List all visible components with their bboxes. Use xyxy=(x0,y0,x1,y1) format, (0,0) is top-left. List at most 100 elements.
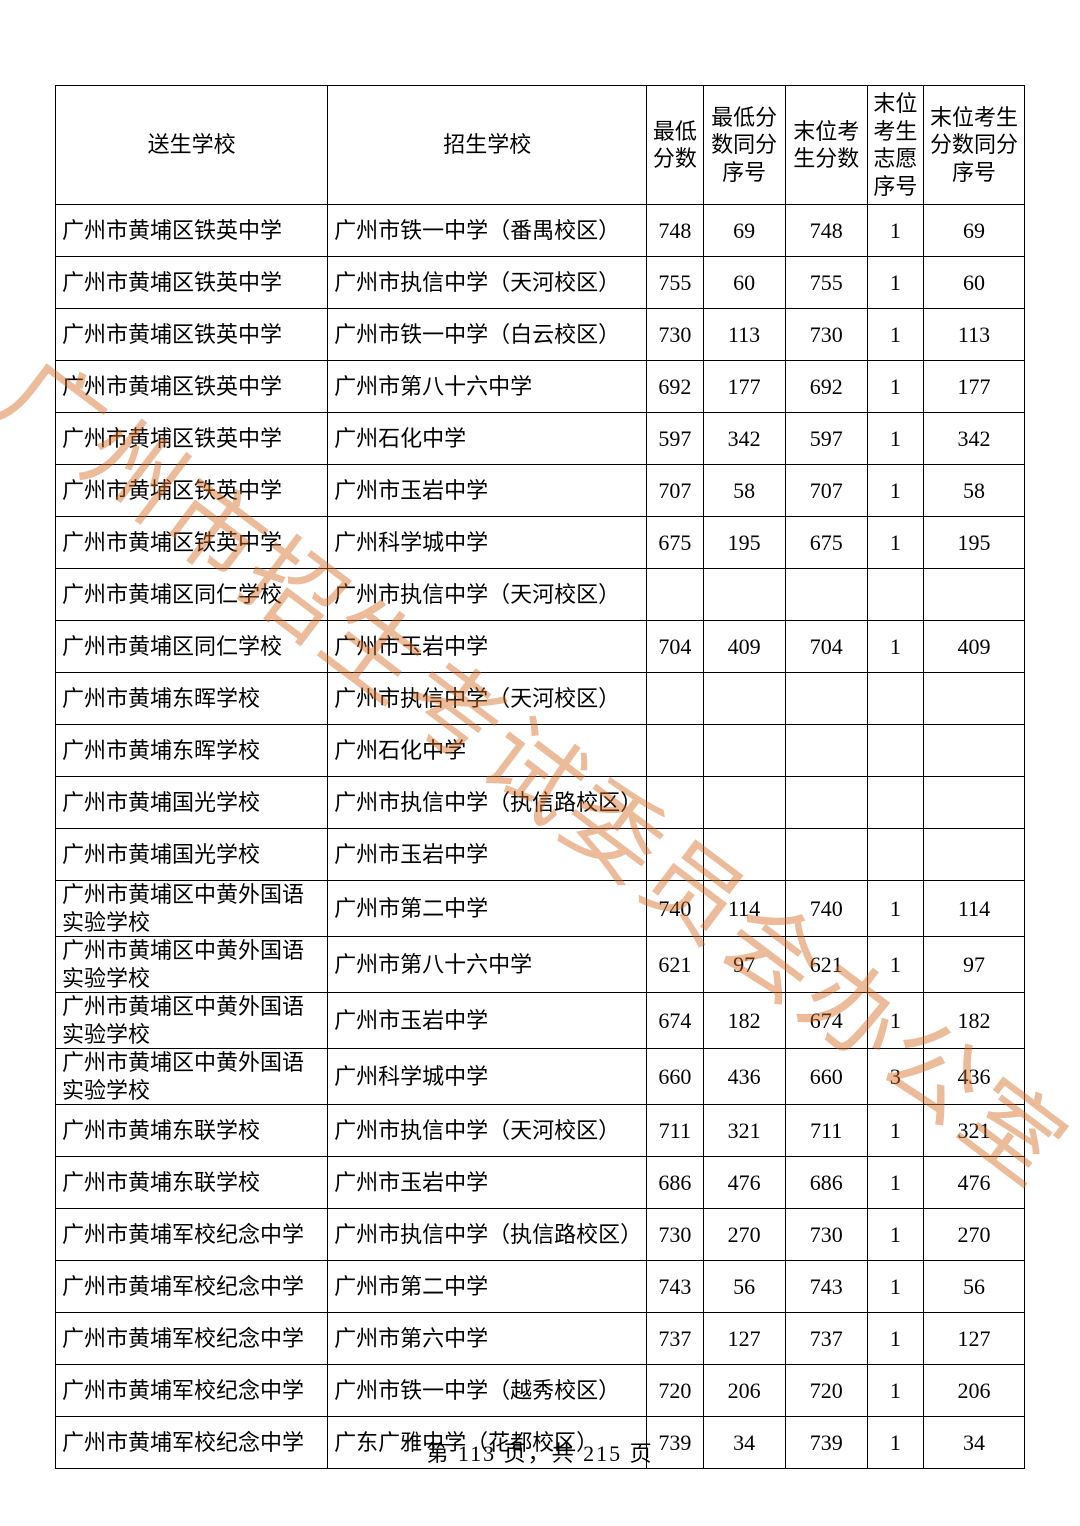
table-cell: 748 xyxy=(647,205,703,257)
table-cell: 436 xyxy=(703,1049,785,1105)
table-cell: 1 xyxy=(867,361,923,413)
table-cell: 409 xyxy=(924,621,1025,673)
table-cell: 476 xyxy=(924,1157,1025,1209)
table-cell: 1 xyxy=(867,1157,923,1209)
table-cell: 广州市黄埔军校纪念中学 xyxy=(56,1365,328,1417)
table-cell: 广州科学城中学 xyxy=(328,1049,647,1105)
table-cell: 广州市黄埔国光学校 xyxy=(56,829,328,881)
table-cell: 广州市黄埔东联学校 xyxy=(56,1157,328,1209)
table-cell: 195 xyxy=(703,517,785,569)
col-header-receiving-school: 招生学校 xyxy=(328,86,647,205)
table-cell: 711 xyxy=(647,1105,703,1157)
table-cell: 686 xyxy=(647,1157,703,1209)
admissions-table: 送生学校 招生学校 最低分数 最低分数同分序号 末位考生分数 末位考生志愿序号 … xyxy=(55,85,1025,1469)
table-cell: 737 xyxy=(785,1313,867,1365)
table-cell: 597 xyxy=(785,413,867,465)
table-row: 广州市黄埔区铁英中学广州石化中学5973425971342 xyxy=(56,413,1025,465)
table-cell: 58 xyxy=(703,465,785,517)
table-cell: 广州市黄埔国光学校 xyxy=(56,777,328,829)
table-cell: 广州市黄埔东晖学校 xyxy=(56,673,328,725)
table-cell: 675 xyxy=(785,517,867,569)
table-cell: 720 xyxy=(647,1365,703,1417)
table-cell: 1 xyxy=(867,1261,923,1313)
table-cell: 206 xyxy=(703,1365,785,1417)
table-cell: 广州市黄埔区中黄外国语实验学校 xyxy=(56,881,328,937)
table-cell: 广州市铁一中学（番禺校区） xyxy=(328,205,647,257)
table-cell: 1 xyxy=(867,413,923,465)
table-cell: 广州市铁一中学（越秀校区） xyxy=(328,1365,647,1417)
table-cell: 广州市第二中学 xyxy=(328,1261,647,1313)
table-cell: 广州市第八十六中学 xyxy=(328,937,647,993)
col-header-min-score: 最低分数 xyxy=(647,86,703,205)
table-cell xyxy=(703,673,785,725)
table-cell: 674 xyxy=(647,993,703,1049)
table-row: 广州市黄埔东晖学校广州石化中学 xyxy=(56,725,1025,777)
col-header-last-wish-seq: 末位考生志愿序号 xyxy=(867,86,923,205)
table-cell xyxy=(924,569,1025,621)
table-cell: 广州科学城中学 xyxy=(328,517,647,569)
table-row: 广州市黄埔军校纪念中学广州市执信中学（执信路校区）7302707301270 xyxy=(56,1209,1025,1261)
table-cell: 1 xyxy=(867,1209,923,1261)
table-cell: 97 xyxy=(924,937,1025,993)
table-cell: 广州市黄埔军校纪念中学 xyxy=(56,1261,328,1313)
page-footer: 第 113 页，共 215 页 xyxy=(0,1436,1080,1468)
table-cell: 广州市玉岩中学 xyxy=(328,993,647,1049)
table-cell xyxy=(867,777,923,829)
table-row: 广州市黄埔军校纪念中学广州市第二中学74356743156 xyxy=(56,1261,1025,1313)
table-cell: 广州市黄埔区同仁学校 xyxy=(56,569,328,621)
table-cell: 60 xyxy=(703,257,785,309)
table-cell: 730 xyxy=(647,309,703,361)
table-cell: 1 xyxy=(867,881,923,937)
table-cell: 743 xyxy=(785,1261,867,1313)
table-cell: 69 xyxy=(703,205,785,257)
table-cell: 60 xyxy=(924,257,1025,309)
table-cell: 711 xyxy=(785,1105,867,1157)
table-cell: 广州市玉岩中学 xyxy=(328,829,647,881)
table-cell: 1 xyxy=(867,993,923,1049)
table-cell: 广州石化中学 xyxy=(328,413,647,465)
table-cell xyxy=(924,673,1025,725)
table-cell: 1 xyxy=(867,937,923,993)
table-cell: 广州市玉岩中学 xyxy=(328,621,647,673)
table-cell: 177 xyxy=(703,361,785,413)
table-cell: 127 xyxy=(703,1313,785,1365)
table-cell: 广州市黄埔东联学校 xyxy=(56,1105,328,1157)
table-cell: 广州市执信中学（天河校区） xyxy=(328,569,647,621)
table-row: 广州市黄埔区中黄外国语实验学校广州市玉岩中学6741826741182 xyxy=(56,993,1025,1049)
table-row: 广州市黄埔区铁英中学广州市铁一中学（番禺校区）74869748169 xyxy=(56,205,1025,257)
table-row: 广州市黄埔区中黄外国语实验学校广州市第二中学7401147401114 xyxy=(56,881,1025,937)
table-cell: 704 xyxy=(647,621,703,673)
table-row: 广州市黄埔东晖学校广州市执信中学（天河校区） xyxy=(56,673,1025,725)
table-cell: 广州市黄埔军校纪念中学 xyxy=(56,1313,328,1365)
table-cell: 广州市执信中学（天河校区） xyxy=(328,1105,647,1157)
table-cell: 广州市执信中学（天河校区） xyxy=(328,257,647,309)
table-cell: 743 xyxy=(647,1261,703,1313)
table-cell: 广州市黄埔区铁英中学 xyxy=(56,205,328,257)
table-cell: 1 xyxy=(867,517,923,569)
table-cell: 广州市第二中学 xyxy=(328,881,647,937)
table-cell xyxy=(867,829,923,881)
table-cell: 广州市执信中学（天河校区） xyxy=(328,673,647,725)
table-cell: 707 xyxy=(785,465,867,517)
table-cell: 114 xyxy=(924,881,1025,937)
table-cell: 748 xyxy=(785,205,867,257)
table-cell: 270 xyxy=(703,1209,785,1261)
table-header-row: 送生学校 招生学校 最低分数 最低分数同分序号 末位考生分数 末位考生志愿序号 … xyxy=(56,86,1025,205)
table-cell: 755 xyxy=(785,257,867,309)
table-row: 广州市黄埔国光学校广州市执信中学（执信路校区） xyxy=(56,777,1025,829)
table-cell xyxy=(924,777,1025,829)
table-cell: 1 xyxy=(867,1105,923,1157)
table-cell: 114 xyxy=(703,881,785,937)
table-row: 广州市黄埔区中黄外国语实验学校广州科学城中学6604366603436 xyxy=(56,1049,1025,1105)
page-total: 215 xyxy=(583,1441,622,1466)
table-cell: 58 xyxy=(924,465,1025,517)
table-row: 广州市黄埔区铁英中学广州市铁一中学（白云校区）7301137301113 xyxy=(56,309,1025,361)
table-row: 广州市黄埔区铁英中学广州市第八十六中学6921776921177 xyxy=(56,361,1025,413)
table-cell: 597 xyxy=(647,413,703,465)
table-row: 广州市黄埔东联学校广州市执信中学（天河校区）7113217111321 xyxy=(56,1105,1025,1157)
table-cell: 广州市黄埔区铁英中学 xyxy=(56,413,328,465)
table-cell: 广州市执信中学（执信路校区） xyxy=(328,777,647,829)
table-cell: 广州市黄埔区铁英中学 xyxy=(56,361,328,413)
table-cell: 1 xyxy=(867,309,923,361)
table-cell: 广州市黄埔军校纪念中学 xyxy=(56,1209,328,1261)
